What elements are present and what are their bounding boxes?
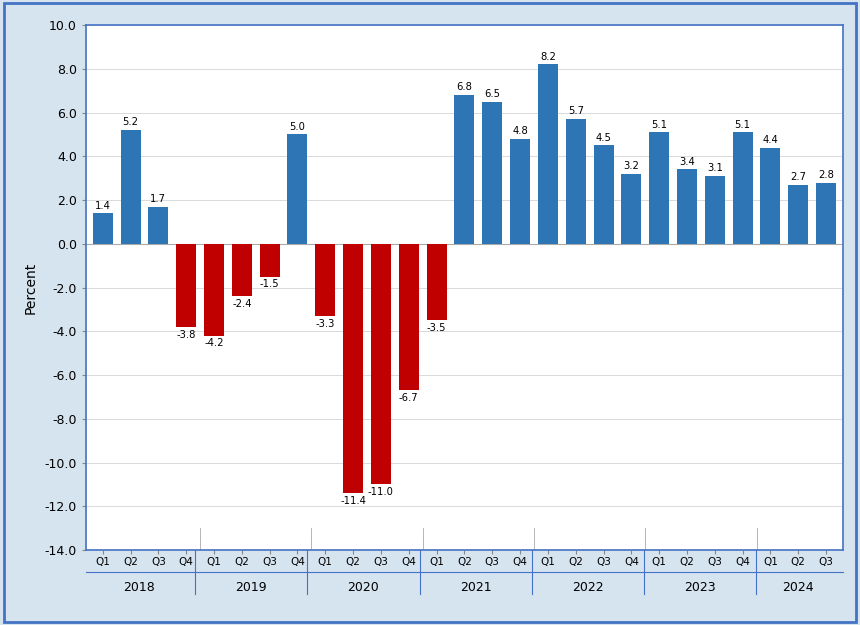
- Bar: [677, 169, 697, 244]
- Bar: [176, 244, 196, 327]
- Text: 5.7: 5.7: [568, 106, 584, 116]
- Text: 1.7: 1.7: [150, 194, 166, 204]
- Bar: [789, 185, 808, 244]
- Bar: [148, 206, 169, 244]
- Bar: [705, 176, 725, 244]
- Text: 3.4: 3.4: [679, 157, 695, 167]
- Text: -3.8: -3.8: [176, 329, 196, 339]
- Text: -6.7: -6.7: [399, 393, 419, 403]
- Bar: [816, 182, 836, 244]
- Text: 2023: 2023: [684, 581, 716, 594]
- Bar: [510, 139, 530, 244]
- Bar: [287, 134, 308, 244]
- Text: -3.5: -3.5: [427, 323, 446, 333]
- Bar: [399, 244, 419, 390]
- Text: 2024: 2024: [782, 581, 814, 594]
- Text: 6.8: 6.8: [457, 82, 472, 92]
- Text: -1.5: -1.5: [260, 279, 280, 289]
- Text: 4.5: 4.5: [596, 132, 611, 142]
- Text: 4.4: 4.4: [763, 135, 778, 145]
- Text: 2019: 2019: [236, 581, 267, 594]
- Text: 8.2: 8.2: [540, 52, 556, 62]
- Bar: [343, 244, 363, 493]
- Y-axis label: Percent: Percent: [24, 261, 38, 314]
- Text: 5.1: 5.1: [734, 119, 751, 129]
- Text: 3.2: 3.2: [624, 161, 639, 171]
- Bar: [649, 132, 669, 244]
- Text: 2022: 2022: [572, 581, 604, 594]
- Bar: [760, 148, 781, 244]
- Text: 6.5: 6.5: [484, 89, 501, 99]
- Text: 3.1: 3.1: [707, 163, 722, 173]
- Bar: [621, 174, 642, 244]
- Bar: [593, 146, 613, 244]
- Text: 4.8: 4.8: [513, 126, 528, 136]
- Text: 2.8: 2.8: [818, 170, 834, 180]
- Text: 2021: 2021: [460, 581, 491, 594]
- Bar: [538, 64, 558, 244]
- Bar: [93, 213, 113, 244]
- Text: 2020: 2020: [347, 581, 379, 594]
- Bar: [482, 101, 502, 244]
- Text: -11.4: -11.4: [341, 496, 366, 506]
- Text: -3.3: -3.3: [316, 319, 335, 329]
- Text: 5.1: 5.1: [651, 119, 667, 129]
- Bar: [733, 132, 752, 244]
- Bar: [566, 119, 586, 244]
- Bar: [120, 130, 140, 244]
- Text: 2.7: 2.7: [790, 172, 807, 182]
- Text: 5.2: 5.2: [122, 118, 138, 127]
- Bar: [232, 244, 252, 296]
- Text: 1.4: 1.4: [95, 201, 111, 211]
- Text: -2.4: -2.4: [232, 299, 252, 309]
- Bar: [427, 244, 446, 321]
- Bar: [260, 244, 280, 277]
- Text: 5.0: 5.0: [290, 122, 305, 132]
- Bar: [371, 244, 391, 484]
- Bar: [454, 95, 475, 244]
- Text: -4.2: -4.2: [204, 338, 224, 348]
- Text: -11.0: -11.0: [368, 487, 394, 497]
- Bar: [204, 244, 224, 336]
- Text: 2018: 2018: [123, 581, 155, 594]
- Bar: [316, 244, 335, 316]
